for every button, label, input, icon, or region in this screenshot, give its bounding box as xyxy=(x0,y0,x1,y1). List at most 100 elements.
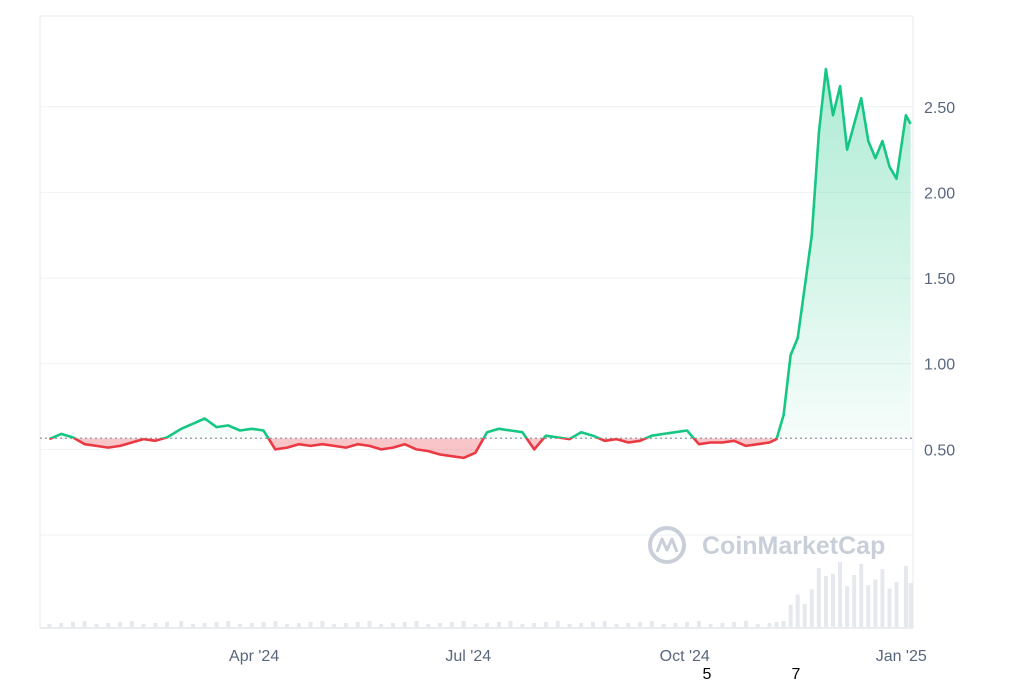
volume-bar xyxy=(732,622,737,627)
x-tick-label: Jul '24 xyxy=(445,648,491,665)
volume-bar xyxy=(685,622,690,627)
volume-bar xyxy=(202,623,207,627)
volume-bar xyxy=(816,568,821,627)
volume-bar xyxy=(367,621,372,627)
volume-bar xyxy=(355,622,360,627)
volume-bar xyxy=(165,622,170,627)
volume-bar xyxy=(153,623,158,627)
x-axis: Apr '24 Jul '24 Oct '24 Jan '25 xyxy=(229,648,927,665)
volume-bar xyxy=(873,579,878,627)
volume-bar xyxy=(903,565,908,627)
x-tick-label: Apr '24 xyxy=(229,648,279,665)
volume-bar xyxy=(47,624,52,627)
y-tick-label: 1.00 xyxy=(924,357,955,374)
volume-bar xyxy=(661,624,666,627)
volume-bar xyxy=(830,573,835,627)
volume-bar xyxy=(508,621,513,627)
y-tick-label: 1.50 xyxy=(924,271,955,288)
volume-bar xyxy=(106,623,111,627)
area-layer xyxy=(49,69,911,458)
volume-bar xyxy=(82,621,87,627)
volume-bar xyxy=(781,621,786,627)
volume-bar xyxy=(579,623,584,627)
volume-bar xyxy=(390,623,395,627)
y-tick-label: 2.50 xyxy=(924,100,955,117)
volume-bar xyxy=(755,624,760,627)
stray-label-7: 7 xyxy=(792,666,801,683)
volume-bar xyxy=(226,621,231,627)
x-tick-label: Oct '24 xyxy=(660,648,710,665)
plot-frame xyxy=(39,15,914,629)
y-tick-label: 0.50 xyxy=(924,442,955,459)
volume-bar xyxy=(438,623,443,627)
volume-bar xyxy=(414,621,419,627)
volume-bar xyxy=(887,588,892,627)
volume-bar xyxy=(696,621,701,627)
price-line-down xyxy=(49,438,779,460)
volume-bar xyxy=(543,622,548,627)
volume-bar xyxy=(94,624,99,627)
price-line xyxy=(48,67,912,460)
volume-bar xyxy=(852,575,857,627)
volume-bar xyxy=(285,624,290,627)
y-tick-label: 2.00 xyxy=(924,185,955,202)
volume-bar xyxy=(845,586,850,627)
volume-bar xyxy=(626,623,631,627)
volume-bar xyxy=(214,622,219,627)
volume-bar xyxy=(332,624,337,627)
volume-bar xyxy=(320,621,325,627)
volume-bar xyxy=(708,624,713,627)
volume-bar xyxy=(59,623,64,627)
volume-bar xyxy=(179,621,184,627)
volume-bar xyxy=(823,575,828,627)
volume-bar xyxy=(273,621,278,627)
volume-bar xyxy=(602,621,607,627)
volume-bar xyxy=(743,621,748,627)
volume-bar xyxy=(638,622,643,627)
volume-bar xyxy=(673,623,678,627)
volume-bar xyxy=(567,624,572,627)
volume-bar xyxy=(614,624,619,627)
volume-bar xyxy=(590,622,595,627)
volume-bar xyxy=(866,585,871,627)
volume-bar xyxy=(802,603,807,627)
volume-bar xyxy=(788,604,793,627)
price-line-up xyxy=(48,67,912,439)
coinmarketcap-logo-mark xyxy=(655,537,679,553)
volume-bar xyxy=(261,622,266,627)
volume-bar xyxy=(880,569,885,627)
volume-bars xyxy=(47,562,913,627)
volume-bar xyxy=(296,623,301,627)
watermark: CoinMarketCap xyxy=(648,526,885,564)
volume-bar xyxy=(238,624,243,627)
volume-bar xyxy=(774,622,779,627)
volume-bar xyxy=(838,562,843,627)
volume-bar xyxy=(496,622,501,627)
volume-bar xyxy=(141,624,146,627)
volume-bar xyxy=(461,621,466,627)
volume-bar xyxy=(379,624,384,627)
volume-bar xyxy=(249,623,254,627)
volume-bar xyxy=(767,623,772,627)
y-axis: 0.50 1.00 1.50 2.00 2.50 xyxy=(924,100,955,460)
volume-bar xyxy=(795,594,800,627)
volume-bar xyxy=(485,623,490,627)
volume-bar xyxy=(343,623,348,627)
volume-bar xyxy=(859,563,864,627)
volume-bar xyxy=(894,582,899,627)
grid-lines xyxy=(40,106,913,450)
volume-bar xyxy=(555,621,560,627)
volume-bar xyxy=(70,622,75,627)
volume-bar xyxy=(118,622,123,627)
volume-bar xyxy=(308,622,313,627)
volume-bar xyxy=(426,624,431,627)
area-fill-down xyxy=(49,438,777,458)
volume-bar xyxy=(520,624,525,627)
coinmarketcap-logo-icon xyxy=(648,526,686,564)
volume-bar xyxy=(473,624,478,627)
x-tick-label: Jan '25 xyxy=(876,648,927,665)
stray-label-5: 5 xyxy=(703,666,712,683)
volume-bar xyxy=(720,623,725,627)
volume-bar xyxy=(129,621,134,627)
